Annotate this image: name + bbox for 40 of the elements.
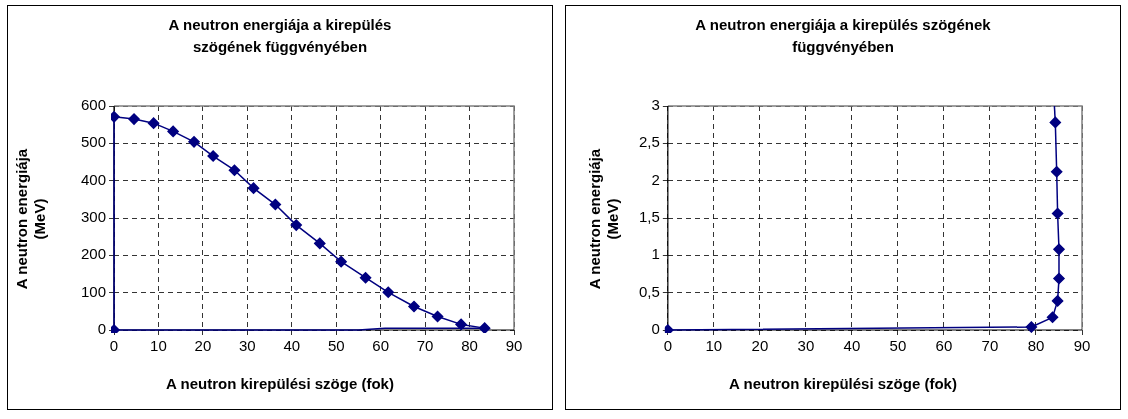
y-tick-label: 2,5 — [638, 133, 660, 151]
y-axis-title: A neutron energiája (MeV) — [12, 147, 49, 292]
x-tick-label: 40 — [843, 337, 861, 355]
y-tick-label: 300 — [81, 208, 107, 226]
x-tick-label: 70 — [416, 337, 434, 355]
x-tick-label: 0 — [109, 337, 119, 355]
x-tick-label: 90 — [505, 337, 523, 355]
x-tick-label: 10 — [150, 337, 167, 355]
chart-title: A neutron energiája a kirepülés szögének függvényében — [167, 15, 393, 57]
x-tick-label: 60 — [372, 337, 390, 355]
y-tick-label: 1,5 — [638, 208, 660, 226]
x-tick-label: 60 — [935, 337, 953, 355]
x-tick-label: 30 — [797, 337, 815, 355]
x-tick-label: 90 — [1073, 337, 1091, 355]
y-tick-label: 400 — [81, 170, 107, 188]
y-tick-label: 1 — [651, 245, 660, 263]
x-tick-label: 20 — [751, 337, 769, 355]
y-tick-label: 500 — [81, 133, 107, 151]
y-tick-label: 0 — [97, 320, 107, 338]
x-tick-label: 50 — [327, 337, 345, 355]
y-axis-title: A neutron energiája (MeV) — [585, 147, 622, 292]
y-tick-label: 0,5 — [638, 282, 660, 300]
x-tick-label: 10 — [705, 337, 723, 355]
y-tick-label: 2 — [651, 170, 660, 188]
x-tick-label: 70 — [981, 337, 999, 355]
x-tick-label: 0 — [663, 337, 673, 355]
y-tick-label: 200 — [81, 245, 107, 263]
chart-title: A neutron energiája a kirepülés szögének függvényében — [694, 15, 992, 57]
x-tick-label: 30 — [239, 337, 256, 355]
y-tick-label: 0 — [651, 320, 660, 338]
y-tick-label: 600 — [81, 96, 107, 114]
x-tick-label: 50 — [889, 337, 907, 355]
y-tick-label: 3 — [651, 96, 660, 114]
x-axis-title: A neutron kirepülési szöge (fok) — [165, 375, 395, 392]
y-tick-label: 100 — [81, 282, 107, 300]
x-axis-title: A neutron kirepülési szöge (fok) — [728, 375, 958, 392]
x-tick-label: 80 — [1027, 337, 1045, 355]
x-tick-label: 20 — [194, 337, 212, 355]
x-tick-label: 40 — [283, 337, 301, 355]
x-tick-label: 80 — [461, 337, 478, 355]
